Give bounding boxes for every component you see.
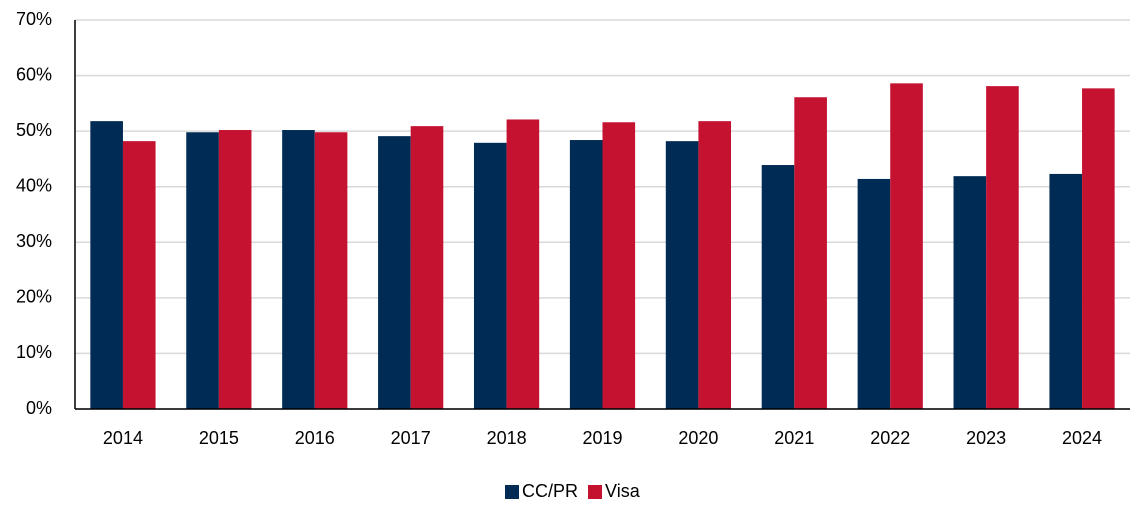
bar <box>1082 88 1115 410</box>
bar <box>90 121 123 409</box>
x-tick-label: 2024 <box>1062 428 1102 448</box>
bar <box>506 119 540 410</box>
x-tick-label: 2018 <box>487 428 527 448</box>
bar <box>665 141 699 409</box>
legend-label: Visa <box>605 481 641 501</box>
bar <box>698 121 732 409</box>
bar <box>314 132 348 410</box>
bar <box>122 141 156 409</box>
x-tick-label: 2015 <box>199 428 239 448</box>
x-tick-label: 2023 <box>966 428 1006 448</box>
bar <box>282 130 315 409</box>
bar <box>410 126 444 410</box>
legend-label: CC/PR <box>522 481 578 501</box>
bar <box>569 140 603 409</box>
y-tick-label: 40% <box>16 175 52 195</box>
bar <box>473 142 507 409</box>
bar <box>953 176 987 409</box>
y-tick-label: 30% <box>16 231 52 251</box>
x-tick-label: 2022 <box>870 428 910 448</box>
x-tick-label: 2014 <box>103 428 143 448</box>
y-tick-label: 70% <box>16 9 52 29</box>
y-tick-label: 0% <box>26 398 52 418</box>
y-tick-label: 60% <box>16 64 52 84</box>
legend-swatch <box>505 485 519 499</box>
x-tick-label: 2016 <box>295 428 335 448</box>
bar <box>186 132 219 410</box>
x-tick-label: 2019 <box>582 428 622 448</box>
y-tick-label: 50% <box>16 120 52 140</box>
bar <box>378 136 411 409</box>
x-tick-label: 2021 <box>774 428 814 448</box>
bar <box>1049 173 1083 409</box>
y-tick-label: 20% <box>16 287 52 307</box>
y-tick-label: 10% <box>16 342 52 362</box>
legend-swatch <box>588 485 603 499</box>
bar <box>794 97 827 409</box>
x-tick-label: 2017 <box>391 428 431 448</box>
bar <box>218 130 252 409</box>
bar <box>857 178 891 409</box>
bar <box>890 83 923 409</box>
bar <box>602 122 636 409</box>
bar <box>986 86 1019 409</box>
bar <box>761 165 795 409</box>
x-tick-label: 2020 <box>678 428 718 448</box>
